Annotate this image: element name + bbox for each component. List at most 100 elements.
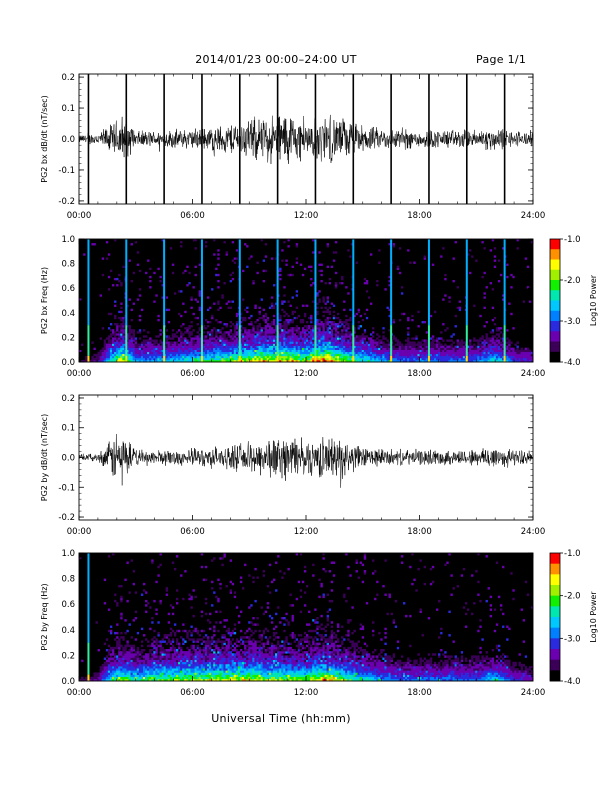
bx-spectrogram-cell <box>215 345 218 348</box>
bx-spectrogram-cell <box>322 310 325 314</box>
bx-spectrogram-cell <box>173 349 177 353</box>
bx-spectrogram-cell <box>326 329 329 332</box>
bx-spectrogram-cell <box>530 353 534 357</box>
bx-spectrogram-cell <box>466 253 470 256</box>
by-spectrogram-cell <box>175 597 179 601</box>
bx-spectrogram-cell <box>180 314 183 318</box>
bx-spectrogram-cell <box>173 355 177 359</box>
bx-spectrogram-cell <box>365 359 369 363</box>
bx-spectrogram-cell <box>279 341 282 344</box>
bx-spectrogram-cell <box>318 251 321 254</box>
bx-spectrogram-cell <box>252 345 255 348</box>
bx-spectrogram-cell <box>322 355 325 359</box>
by-spectrogram-cell <box>159 657 162 660</box>
bx-spectrogram-cell <box>182 349 185 353</box>
bx-spectrogram-cell <box>165 355 169 359</box>
bx-spectrogram-cell <box>159 339 162 342</box>
bx-spectrogram-cell <box>159 329 162 332</box>
bx-spectrogram-cell <box>289 304 292 307</box>
bx-spectrogram-cell <box>107 349 111 353</box>
bx-spectrogram-cell <box>493 347 497 350</box>
bx-spectrogram-cell <box>260 353 263 357</box>
bx-spectrogram-cell <box>103 359 107 363</box>
bx-spectrogram-cell <box>279 316 282 320</box>
bx-spectrogram-cell <box>489 357 493 361</box>
bx-spectrogram-cell <box>252 280 255 283</box>
by-spectrogram-cell <box>128 670 131 673</box>
bx-spectrogram-cell <box>275 345 278 348</box>
by-spectrogram-cell <box>159 653 162 656</box>
bx-spectrogram-cell <box>361 318 365 322</box>
bx-spectrogram-cell <box>452 353 455 357</box>
bx-spectrogram-cell <box>386 345 389 348</box>
by-spectrogram-cell <box>180 666 183 669</box>
bx-spectrogram-cell <box>120 333 123 336</box>
bx-spectrogram-cell <box>320 337 323 340</box>
by-spectrogram-cell <box>206 649 210 652</box>
by-spectrogram-cell <box>235 659 239 663</box>
bx-spectrogram-cell <box>145 345 148 348</box>
bx-spectrogram-cell <box>506 349 509 353</box>
by-spectrogram-cell <box>178 629 181 633</box>
bx-spectrogram-cell <box>336 325 340 328</box>
bx-spectrogram-cell <box>186 349 189 353</box>
bx-spectrogram-cell <box>345 335 348 338</box>
by-spectrogram-cell <box>192 663 195 667</box>
by-spectrogram-cell <box>165 655 169 658</box>
bx-spectrogram-cell <box>388 308 391 312</box>
bx-spectrogram-cell <box>518 357 521 361</box>
bx-spectrogram-cell <box>204 357 208 361</box>
by-spectrogram-cell <box>209 661 212 665</box>
bx-spectrogram-cell <box>345 339 348 342</box>
bx-spectrogram-cell <box>291 296 294 299</box>
bx-spectrogram-cell <box>454 345 457 348</box>
bx-spectrogram-cell <box>382 353 385 357</box>
by-spectrogram-cell <box>116 666 119 669</box>
bx-spectrogram-cell <box>149 359 152 363</box>
by-spectrogram-cell <box>190 653 193 656</box>
by-spectrogram-cell <box>128 659 131 663</box>
bx-spectrogram-cell <box>184 357 187 361</box>
bx-spectrogram-cell <box>118 337 121 340</box>
by-spectrogram-cell <box>231 644 235 648</box>
bx-spectrogram-cell <box>180 241 183 244</box>
bx-spectrogram-cell <box>436 349 439 353</box>
by-spectrogram-cell <box>237 644 241 648</box>
by-spectrogram-cell <box>140 651 144 654</box>
bx-spectrogram-cell <box>169 353 173 357</box>
bx-spectrogram-cell <box>122 265 125 268</box>
bx-spectrogram-cell <box>95 353 98 357</box>
by-spectrogram-cell <box>163 676 166 680</box>
bx-spectrogram-cell <box>219 331 222 334</box>
bx-spectrogram-cell <box>308 316 311 320</box>
by-spectrogram-cell <box>237 655 241 658</box>
bx-spectrogram-cell <box>109 345 113 348</box>
bx-spectrogram-cell <box>180 331 183 334</box>
bx-spectrogram-cell <box>429 314 433 318</box>
bx-spectrogram-cell <box>312 359 315 363</box>
bx-spectrogram-cell <box>297 333 301 336</box>
by-spectrogram-cell <box>254 678 257 682</box>
bx-spectrogram-cell <box>244 339 247 342</box>
by-spectrogram-cell <box>97 678 100 682</box>
bx-spectrogram-cell <box>142 357 146 361</box>
by-spectrogram-cell <box>223 655 226 658</box>
bx-spectrogram-cell <box>438 349 441 353</box>
bx-spectrogram-cell <box>130 355 133 359</box>
bx-spectrogram-cell <box>473 339 476 342</box>
bx-spectrogram-cell <box>132 343 136 346</box>
bx-spectrogram-cell <box>260 345 263 348</box>
bx-spectrogram-cell <box>400 347 404 350</box>
by-spectrogram-cell <box>229 674 233 678</box>
bx-spectrogram-cell <box>495 345 499 348</box>
by-spectrogram-cell <box>194 659 197 663</box>
bx-spectrogram-cell <box>332 333 336 336</box>
bx-spectrogram-cell <box>246 343 249 346</box>
bx-spectrogram-cell <box>262 335 266 338</box>
by-spectrogram-cell <box>244 672 247 675</box>
bx-spectrogram-cell <box>262 343 266 346</box>
bx-spectrogram-cell <box>264 321 268 324</box>
by-spectrogram-cell <box>116 668 119 671</box>
by-spectrogram-cell <box>237 614 241 618</box>
bx-spectrogram-cell <box>524 355 528 359</box>
